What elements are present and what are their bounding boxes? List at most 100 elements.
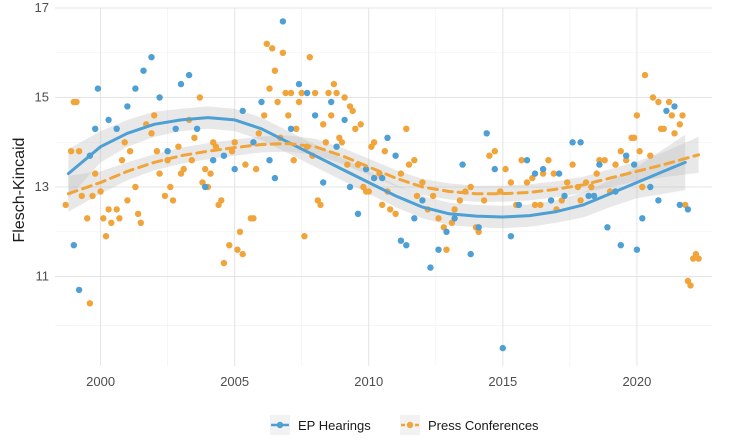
data-point [167,183,174,191]
data-point [102,233,110,240]
data-point [191,134,198,141]
data-point [590,192,598,200]
y-axis-title: Flesch-Kincaid [11,138,28,243]
data-point [124,103,131,110]
data-point [617,148,624,155]
data-point [403,125,410,132]
data-point [210,157,217,164]
data-point [220,152,228,159]
data-point [539,165,547,173]
data-point [687,282,694,289]
data-point [317,201,324,209]
data-point [352,125,359,132]
y-tick-label: 11 [36,269,50,284]
data-point [287,125,295,132]
data-point [234,246,241,253]
data-point [252,165,260,173]
data-point [403,242,410,249]
data-point [676,201,683,209]
data-point [295,98,303,106]
data-point [62,201,69,209]
data-point [499,344,506,352]
data-point [266,85,273,92]
data-point [655,98,662,106]
data-point [306,54,313,61]
data-point [647,183,654,191]
data-point [328,112,335,119]
data-point [258,98,265,106]
data-point [193,125,201,132]
data-point [507,179,515,186]
data-point [655,197,662,204]
data-point [113,206,120,213]
data-point [475,228,482,235]
data-point [539,170,547,177]
data-point [631,134,638,141]
data-point [250,139,257,146]
x-tick-label: 2015 [488,374,517,389]
data-point [435,215,442,222]
data-point [676,121,683,128]
data-point [443,228,450,235]
data-point [218,197,225,204]
data-point [231,139,238,146]
data-point [588,183,595,191]
data-point [459,161,466,168]
data-point [97,188,104,195]
data-point [271,67,279,74]
data-point [311,112,319,119]
data-point [419,179,426,186]
data-point [303,89,311,97]
data-point [365,188,372,195]
data-point [684,206,692,213]
data-point [325,89,332,97]
data-point [153,148,161,155]
data-point [491,165,498,173]
data-point [86,300,94,307]
data-point [320,179,327,186]
data-point [379,174,386,182]
data-point [397,237,405,244]
x-tick-label: 2005 [220,374,249,389]
data-point [346,183,354,191]
data-point [188,157,195,164]
x-tick-label: 2000 [86,374,115,389]
confidence-bands [68,106,699,229]
data-point [341,94,348,101]
data-point [295,80,303,88]
data-point [263,40,270,47]
data-point [362,165,370,173]
data-point [593,170,600,177]
data-point [180,165,187,173]
data-point [279,49,287,56]
data-point [671,130,678,137]
data-point [113,125,120,132]
data-point [164,148,171,155]
data-point [486,152,493,159]
data-point [349,107,356,115]
data-point [357,121,364,128]
minor-gridlines [55,8,712,366]
data-point [89,192,96,200]
data-point [419,197,426,204]
data-point [274,98,281,106]
data-point [550,170,557,177]
data-point [75,148,83,155]
data-point [266,157,273,164]
data-point [633,112,641,119]
legend: EP Hearings Press Conferences [264,408,554,442]
data-point [523,157,531,164]
data-point [279,18,287,25]
data-point [156,170,163,177]
data-point [354,210,362,217]
x-tick-label: 2010 [354,374,383,389]
data-point [298,89,305,97]
data-point [639,183,646,191]
data-point [370,174,378,182]
data-point [467,183,474,191]
data-point [623,152,630,159]
data-point [569,161,576,168]
data-point [475,224,482,231]
data-point [282,89,289,97]
